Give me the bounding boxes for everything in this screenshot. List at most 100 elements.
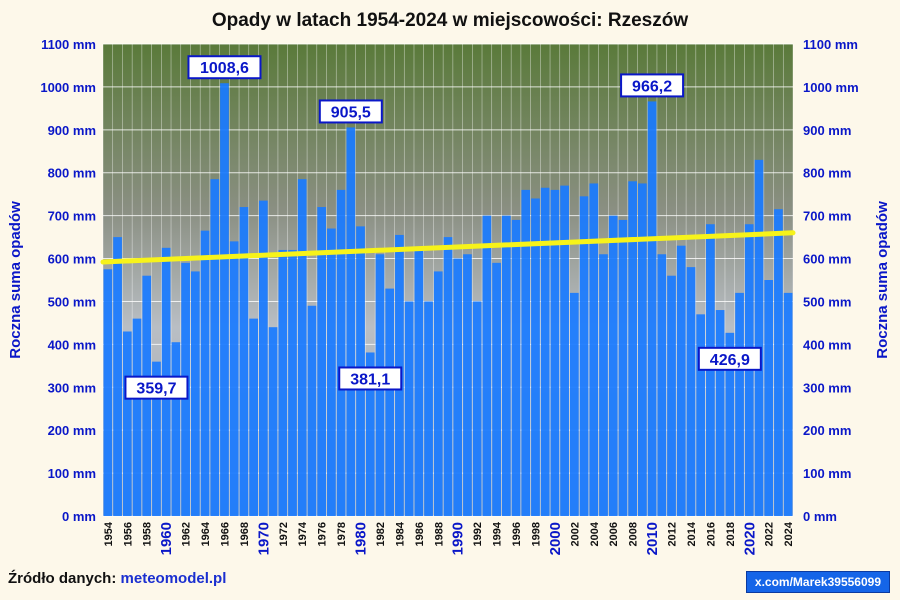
bar-1974 xyxy=(297,179,307,516)
x-tick-label: 1964 xyxy=(200,521,212,546)
x-tick-label: 1992 xyxy=(472,522,484,546)
x-tick-label: 1966 xyxy=(219,522,231,546)
bar-2004 xyxy=(589,183,599,517)
bar-2021 xyxy=(754,159,764,516)
bar-2009 xyxy=(638,183,647,517)
bar-1976 xyxy=(317,207,327,516)
y-tick-label-right: 1000 mm xyxy=(803,80,859,95)
annotation-box xyxy=(620,73,685,98)
y-tick-label-left: 400 mm xyxy=(48,337,96,352)
precipitation-bar-chart: 359,7 1008,6 905,5 381,1 966,2 426,9 0 mm 100 … xyxy=(7,37,891,555)
bar-2010 xyxy=(647,101,657,517)
bar-1987 xyxy=(424,301,433,516)
chart-title: Opady w latach 1954-2024 w miejscowości:… xyxy=(211,10,689,31)
bar-2014 xyxy=(686,267,696,516)
y-tick-label-left: 900 mm xyxy=(48,123,96,138)
source-link[interactable]: meteomodel.pl xyxy=(120,570,227,587)
bar-1995 xyxy=(501,215,511,517)
bar-1957 xyxy=(132,318,142,516)
y-axis-label-left: Roczna suma opadów xyxy=(7,201,24,359)
annotation-label: 1008,6 xyxy=(200,60,249,77)
y-tick-label-right: 200 mm xyxy=(803,423,851,438)
y-tick-label-right: 400 mm xyxy=(803,337,851,352)
y-tick-label-right: 1100 mm xyxy=(803,37,858,52)
bar-1967 xyxy=(229,241,239,516)
y-tick-label-right: 0 mm xyxy=(803,509,837,524)
bar-1996 xyxy=(511,219,521,516)
y-axis-right: 0 mm 100 mm 200 mm 300 mm 400 mm 500 mm 600 mm… xyxy=(803,37,859,524)
x-tick-label: 2012 xyxy=(667,522,679,546)
x-tick-label: 1972 xyxy=(278,522,290,546)
x-tick-label: 2010 xyxy=(644,522,661,555)
x-tick-label: 2002 xyxy=(569,522,581,546)
source-label: Źródło danych: xyxy=(8,570,117,587)
bar-2023 xyxy=(774,209,783,516)
x-tick-label: 2008 xyxy=(628,522,640,546)
bar-1983 xyxy=(385,288,395,516)
trend-line xyxy=(100,230,796,265)
bar-1981 xyxy=(365,352,375,516)
bar-2022 xyxy=(764,280,774,516)
y-tick-label-left: 200 mm xyxy=(48,423,96,438)
x-tick-label: 2004 xyxy=(589,521,601,546)
bar-1961 xyxy=(171,342,181,516)
bar-1978 xyxy=(336,189,346,516)
y-tick-label-right: 700 mm xyxy=(803,209,851,224)
x-tick-label: 2018 xyxy=(725,522,737,546)
x-tick-label: 1974 xyxy=(297,521,309,546)
bar-2013 xyxy=(676,245,686,516)
annotations: 359,7 1008,6 905,5 381,1 966,2 426,9 xyxy=(124,55,762,400)
bar-2011 xyxy=(657,254,667,516)
bar-1991 xyxy=(463,254,472,516)
bar-1973 xyxy=(288,249,297,517)
bar-2018 xyxy=(725,332,735,516)
bar-2005 xyxy=(599,254,608,516)
annotation-label: 426,9 xyxy=(710,352,750,369)
bar-2008 xyxy=(628,181,638,517)
bar-2012 xyxy=(667,275,676,516)
bar-2006 xyxy=(608,215,618,517)
x-tick-label: 1954 xyxy=(103,521,115,546)
y-axis-left: 0 mm 100 mm 200 mm 300 mm 400 mm 500 mm 600 mm… xyxy=(40,37,96,524)
x-tick-label: 1968 xyxy=(239,522,251,546)
y-tick-label-left: 700 mm xyxy=(48,209,96,224)
bar-2003 xyxy=(579,196,589,516)
y-tick-label-right: 600 mm xyxy=(803,252,851,267)
y-tick-label-left: 100 mm xyxy=(48,466,96,481)
bar-1986 xyxy=(414,249,424,517)
annotation-label: 905,5 xyxy=(331,104,371,121)
y-tick-label-left: 300 mm xyxy=(48,380,96,395)
bar-2024 xyxy=(783,292,793,516)
x-tick-label: 1982 xyxy=(375,522,387,546)
annotation-box xyxy=(338,366,403,391)
x-tick-label: 2016 xyxy=(705,522,717,546)
annotation-box xyxy=(318,99,383,124)
y-tick-label-left: 1000 mm xyxy=(40,80,96,95)
bar-1970 xyxy=(258,200,268,517)
x-tick-label: 1970 xyxy=(255,522,272,555)
x-tick-label: 1956 xyxy=(122,522,134,546)
bar-1979 xyxy=(346,127,356,516)
bar-1969 xyxy=(249,318,258,516)
x-tick-label: 1994 xyxy=(492,521,504,546)
bar-1963 xyxy=(190,271,200,516)
bar-2017 xyxy=(715,310,725,516)
y-tick-label-left: 800 mm xyxy=(48,166,96,181)
bar-1990 xyxy=(453,258,463,516)
bar-1999 xyxy=(540,187,550,516)
x-tick-label: 1984 xyxy=(394,521,406,546)
y-tick-label-right: 300 mm xyxy=(803,380,851,395)
x-tick-label: 1998 xyxy=(530,522,542,546)
bar-1966 xyxy=(220,83,229,517)
bar-2015 xyxy=(696,314,706,516)
bar-1992 xyxy=(472,301,482,516)
bar-1997 xyxy=(521,189,531,516)
annotation-box xyxy=(187,55,262,80)
bar-1993 xyxy=(482,215,492,517)
annotation-label: 381,1 xyxy=(350,371,390,388)
bar-1977 xyxy=(327,228,336,516)
author-badge[interactable]: x.com/Marek39556099 xyxy=(745,571,890,593)
y-tick-label-left: 1100 mm xyxy=(41,37,96,52)
bar-2000 xyxy=(550,189,560,516)
x-tick-label: 1990 xyxy=(450,522,467,555)
